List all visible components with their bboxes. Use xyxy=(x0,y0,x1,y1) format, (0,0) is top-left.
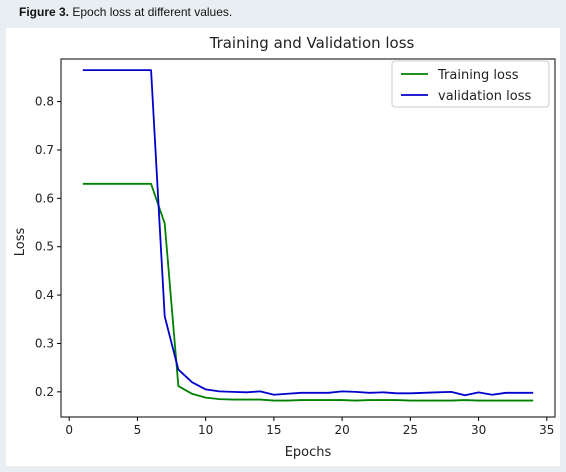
y-tick-label: 0.8 xyxy=(35,95,54,109)
plot-frame xyxy=(60,58,556,418)
x-tick-label: 20 xyxy=(334,423,349,437)
figure-caption: Figure 3. Epoch loss at different values… xyxy=(19,5,232,19)
y-axis-title: Loss xyxy=(13,228,28,257)
x-tick-label: 10 xyxy=(198,423,213,437)
legend-box xyxy=(391,60,550,108)
x-tick-label: 0 xyxy=(65,423,73,437)
chart-title: Training and Validation loss xyxy=(209,34,415,52)
y-tick-label: 0.7 xyxy=(35,143,54,157)
caption-label: Figure 3. xyxy=(19,5,70,19)
y-tick-label: 0.4 xyxy=(35,288,54,302)
caption-text: Epoch loss at different values. xyxy=(69,5,233,19)
x-tick-label: 35 xyxy=(539,423,554,437)
series-line-validation-loss xyxy=(82,69,534,397)
y-tick-label: 0.6 xyxy=(35,191,54,205)
legend-label: validation loss xyxy=(438,89,531,104)
y-tick-label: 0.3 xyxy=(35,336,54,350)
x-tick-label: 30 xyxy=(471,423,486,437)
y-tick-label: 0.5 xyxy=(35,240,54,254)
x-tick-label: 25 xyxy=(403,423,418,437)
loss-chart: Training and Validation loss 0.20.30.40.… xyxy=(13,34,556,460)
plot-area xyxy=(60,58,556,418)
y-tick-label: 0.2 xyxy=(35,385,54,399)
x-axis: 0 5 10 15 20 25 30 35 xyxy=(65,417,554,437)
x-axis-title: Epochs xyxy=(285,445,332,460)
chart-legend: Training loss validation loss xyxy=(391,60,550,108)
series-layer xyxy=(82,69,534,402)
legend-label: Training loss xyxy=(437,68,519,83)
x-tick-label: 5 xyxy=(134,423,142,437)
y-axis: 0.2 0.3 0.4 0.5 0.6 0.7 0.8 xyxy=(35,95,61,399)
chart-panel: Training and Validation loss 0.2 0.3 0.4 0.… xyxy=(6,28,560,466)
x-tick-label: 15 xyxy=(266,423,281,437)
